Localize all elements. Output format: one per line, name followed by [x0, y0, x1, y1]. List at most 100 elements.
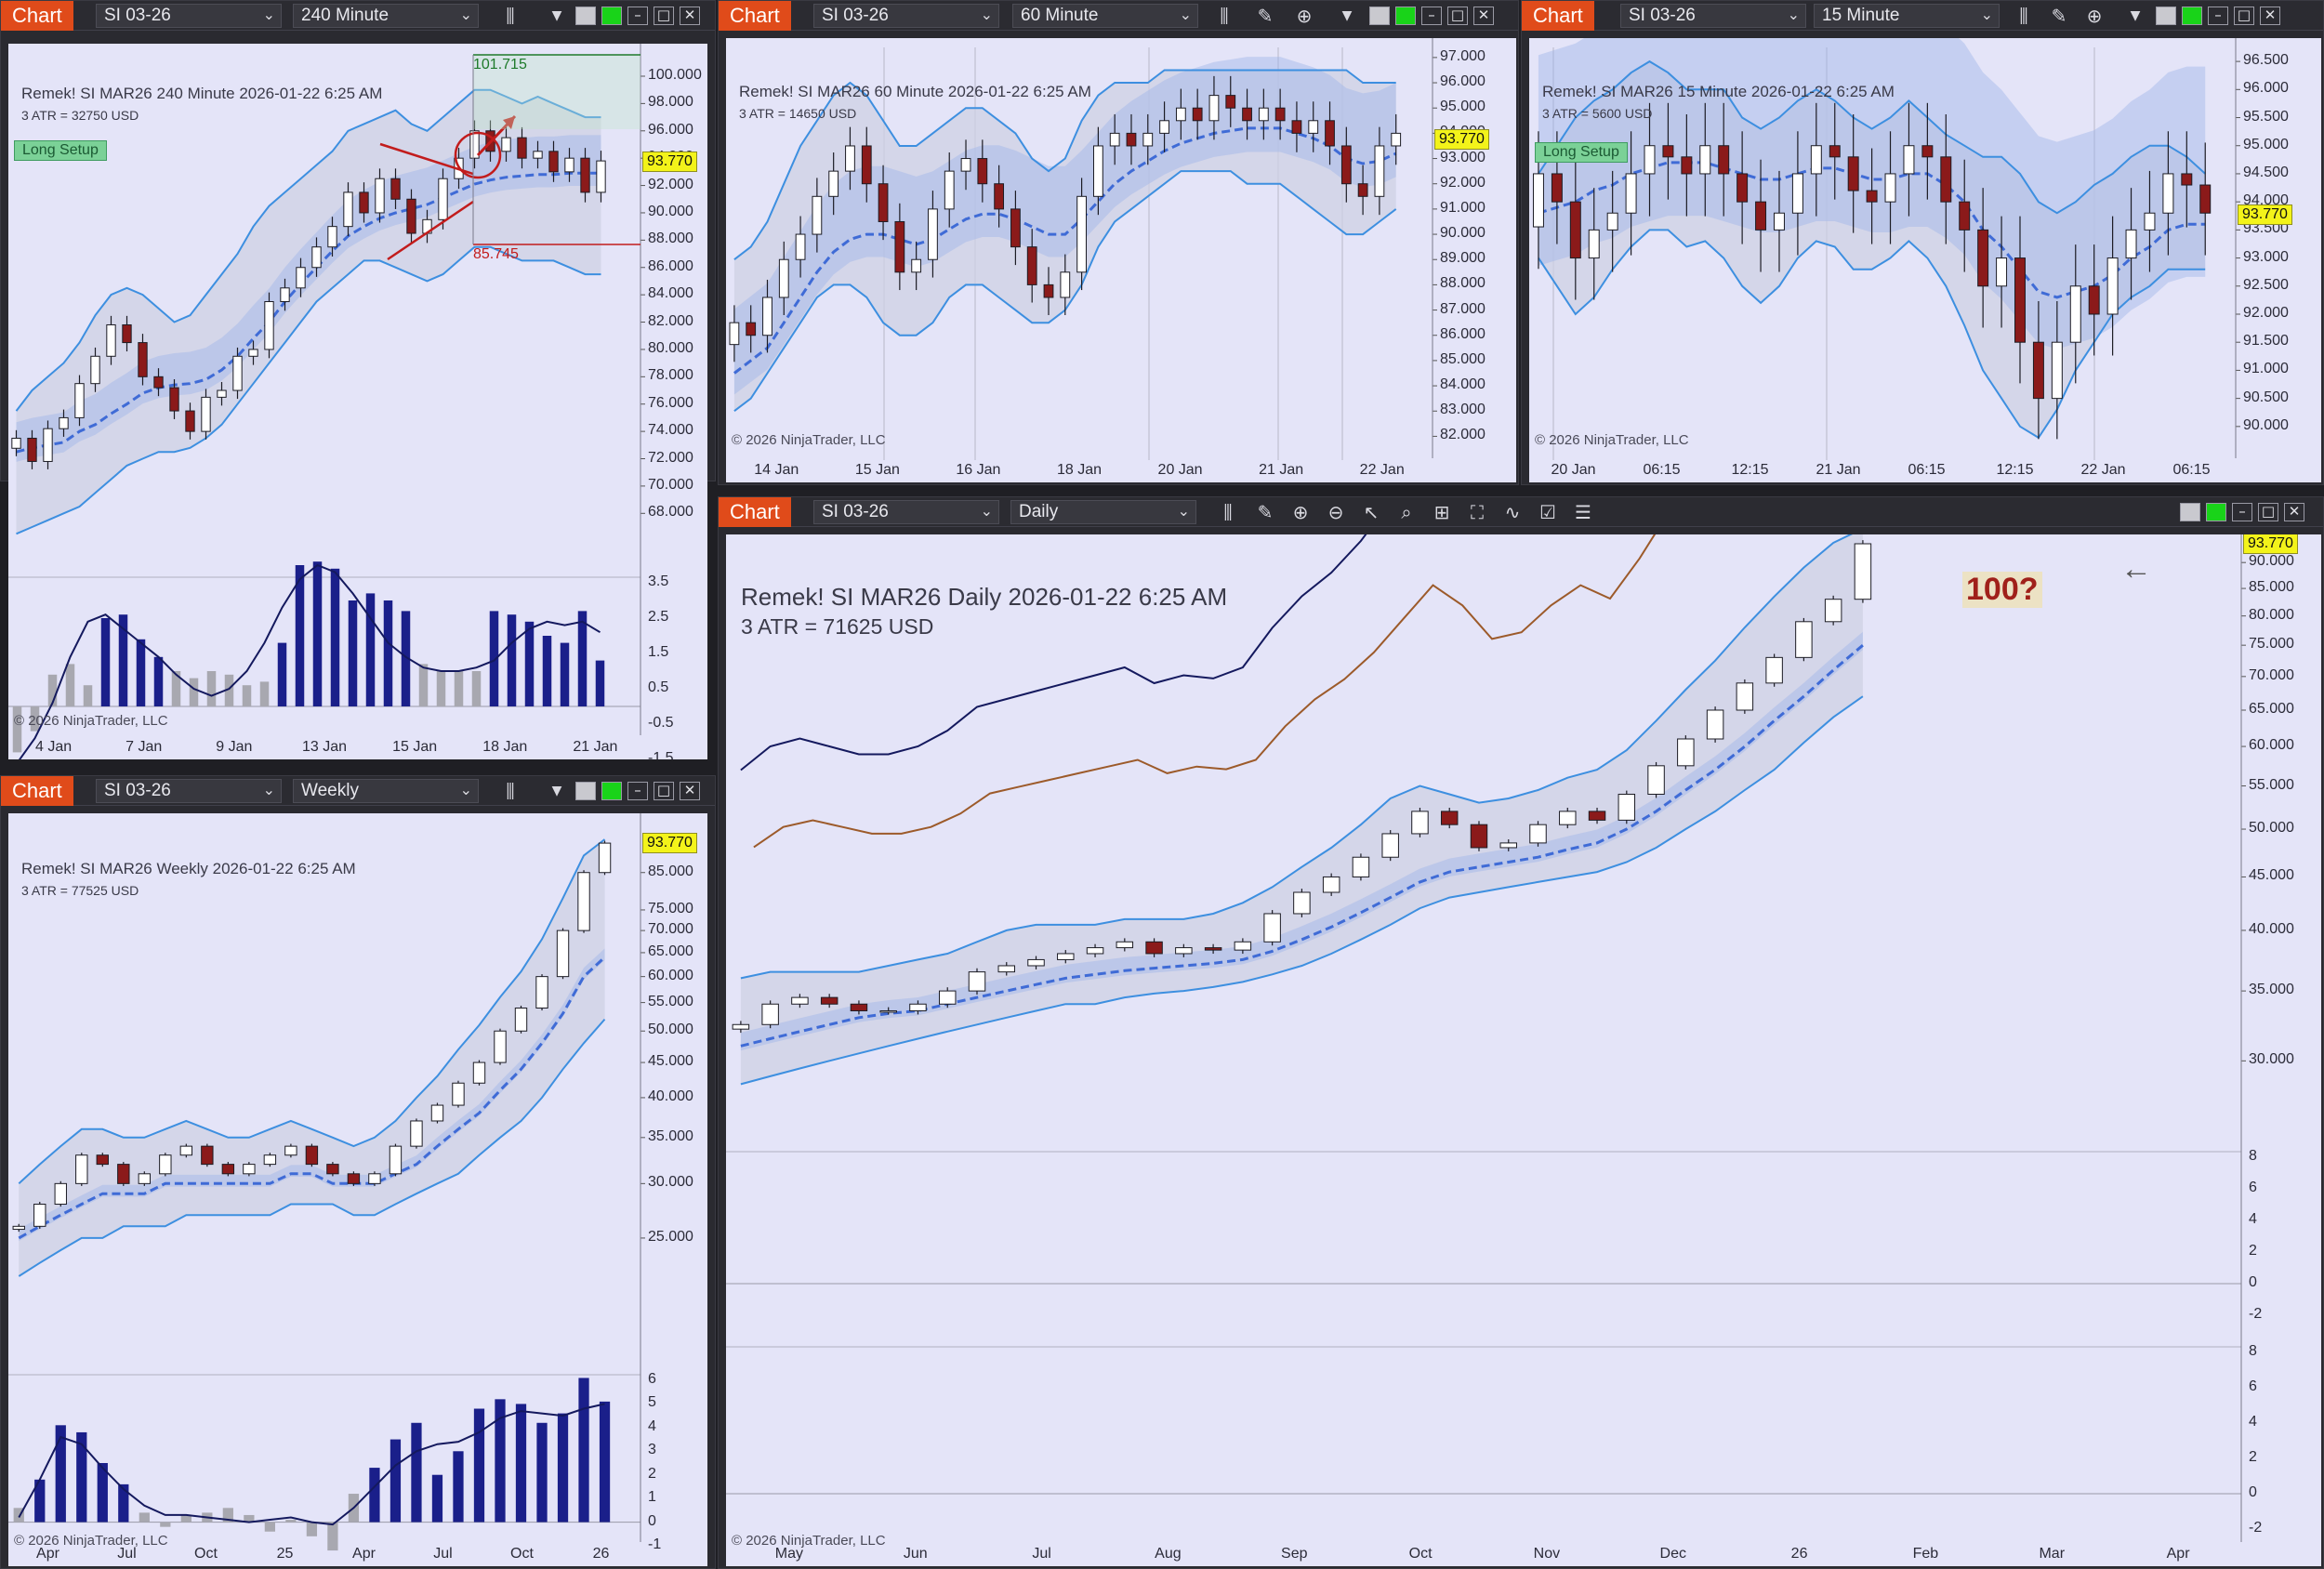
timeframe-selector[interactable]: 60 Minute ⌄	[1012, 4, 1198, 28]
zoom-in-icon[interactable]: ⊕	[2086, 5, 2103, 27]
histogram-bar	[222, 1508, 233, 1523]
bar-style-icon[interactable]: ⫼	[1223, 501, 1233, 523]
bar-style-icon[interactable]: ⫼	[1220, 5, 1229, 27]
candle-body	[1959, 201, 1971, 231]
link-button[interactable]	[1369, 7, 1390, 25]
histogram-bar	[277, 642, 287, 706]
bar-style-icon[interactable]: ⫼	[2019, 5, 2028, 27]
window-15min: Chart SI 03-26 ⌄ 15 Minute ⌄ ⫼ ✎ ⊕ ▼ – □ ✕…	[1521, 0, 2324, 485]
dropdown-arrow-icon[interactable]: ▼	[2130, 8, 2141, 23]
instrument-selector[interactable]: SI 03-26 ⌄	[96, 779, 282, 803]
maximize-button[interactable]: □	[2258, 503, 2278, 521]
dropdown-arrow-icon[interactable]: ▼	[1341, 8, 1353, 23]
connection-status-indicator[interactable]	[601, 7, 622, 25]
maximize-button[interactable]: □	[2234, 7, 2254, 25]
histogram-bar	[118, 614, 128, 706]
histogram-bar	[100, 618, 111, 706]
maximize-button[interactable]: □	[1447, 7, 1468, 25]
x-tick-label: Nov	[1533, 1546, 1561, 1562]
osc-tick-label: 0	[2249, 1274, 2257, 1290]
indicators-icon[interactable]: ∿	[1504, 501, 1521, 523]
histogram-bar	[560, 642, 570, 706]
osc-tick-label: -0.5	[648, 715, 674, 731]
close-button[interactable]: ✕	[680, 7, 700, 25]
x-tick-label: 20 Jan	[1157, 462, 1203, 478]
histogram-bar	[136, 639, 146, 706]
close-button[interactable]: ✕	[2260, 7, 2280, 25]
candle-body	[977, 158, 988, 185]
snapshot-icon[interactable]: ⛶	[1471, 501, 1484, 523]
oscillator-line	[18, 563, 601, 759]
timeframe-selector[interactable]: Daily ⌄	[1010, 500, 1196, 524]
instrument-label: SI 03-26	[822, 6, 889, 25]
close-button[interactable]: ✕	[2284, 503, 2304, 521]
y-tick-label: 95.500	[2243, 108, 2289, 125]
x-tick-label: 9 Jan	[216, 739, 253, 755]
pointer-icon[interactable]: ↖	[1363, 501, 1380, 523]
minimize-button[interactable]: –	[2232, 503, 2252, 521]
instrument-selector[interactable]: SI 03-26 ⌄	[96, 4, 282, 28]
bar-style-icon[interactable]: ⫼	[506, 5, 515, 27]
instrument-selector[interactable]: SI 03-26 ⌄	[813, 500, 999, 524]
chart-menu-button[interactable]: Chart	[719, 497, 791, 527]
pencil-icon[interactable]: ✎	[1257, 5, 1274, 27]
x-tick-label: 06:15	[1908, 462, 1946, 478]
chart-svg-60min	[729, 38, 1437, 460]
maximize-button[interactable]: □	[654, 7, 674, 25]
candle-body	[1736, 682, 1754, 711]
candle-body	[1795, 621, 1813, 658]
zoom-out-icon[interactable]: ⊖	[1327, 501, 1344, 523]
link-button[interactable]	[2180, 503, 2200, 521]
dropdown-arrow-icon[interactable]: ▼	[551, 8, 562, 23]
dropdown-arrow-icon[interactable]: ▼	[551, 784, 562, 798]
copyright-label: © 2026 NinjaTrader, LLC	[14, 713, 168, 729]
minimize-button[interactable]: –	[627, 782, 648, 800]
link-button[interactable]	[575, 782, 596, 800]
minimize-button[interactable]: –	[2208, 7, 2228, 25]
candle-body	[1773, 212, 1785, 231]
timeframe-selector[interactable]: 15 Minute ⌄	[1814, 4, 2000, 28]
link-button[interactable]	[2156, 7, 2176, 25]
connection-status-indicator[interactable]	[601, 782, 622, 800]
candle-body	[1829, 145, 1841, 158]
connection-status-indicator[interactable]	[2182, 7, 2202, 25]
zoom-in-icon[interactable]: ⊕	[1296, 5, 1313, 27]
chart-menu-button[interactable]: Chart	[1, 776, 73, 806]
candle-body	[1057, 953, 1075, 960]
candle-body	[1086, 947, 1104, 955]
candle-body	[1618, 793, 1636, 821]
maximize-button[interactable]: □	[654, 782, 674, 800]
osc-tick-label: 6	[648, 1371, 656, 1387]
timeframe-selector[interactable]: Weekly ⌄	[293, 779, 479, 803]
histogram-bar	[264, 1522, 276, 1532]
histogram-bar	[224, 674, 234, 706]
minimize-button[interactable]: –	[1421, 7, 1442, 25]
instrument-selector[interactable]: SI 03-26 ⌄	[813, 4, 999, 28]
connection-status-indicator[interactable]	[1395, 7, 1416, 25]
strategies-icon[interactable]: ☑	[1539, 501, 1556, 523]
close-button[interactable]: ✕	[1473, 7, 1494, 25]
candle-body	[296, 267, 306, 289]
chart-menu-button[interactable]: Chart	[1, 1, 73, 31]
instrument-selector[interactable]: SI 03-26 ⌄	[1620, 4, 1806, 28]
chart-menu-button[interactable]: Chart	[719, 1, 791, 31]
connection-status-indicator[interactable]	[2206, 503, 2226, 521]
y-tick-label: 86.000	[1440, 325, 1486, 342]
bar-style-icon[interactable]: ⫼	[506, 780, 515, 802]
pencil-icon[interactable]: ✎	[1257, 501, 1274, 523]
osc-tick-label: 0	[648, 1512, 656, 1529]
x-tick-label: May	[774, 1546, 804, 1562]
y-tick-label: 50.000	[648, 1022, 693, 1038]
candle-body	[469, 130, 480, 159]
chart-menu-button[interactable]: Chart	[1522, 1, 1594, 31]
pencil-icon[interactable]: ✎	[2051, 5, 2067, 27]
list-icon[interactable]: ☰	[1575, 501, 1591, 523]
close-button[interactable]: ✕	[680, 782, 700, 800]
properties-icon[interactable]: ⊞	[1433, 501, 1450, 523]
candle-body	[221, 1164, 235, 1175]
minimize-button[interactable]: –	[627, 7, 648, 25]
zoom-in-icon[interactable]: ⊕	[1292, 501, 1309, 523]
data-box-icon[interactable]: ⌕	[1401, 501, 1412, 523]
timeframe-selector[interactable]: 240 Minute ⌄	[293, 4, 479, 28]
link-button[interactable]	[575, 7, 596, 25]
